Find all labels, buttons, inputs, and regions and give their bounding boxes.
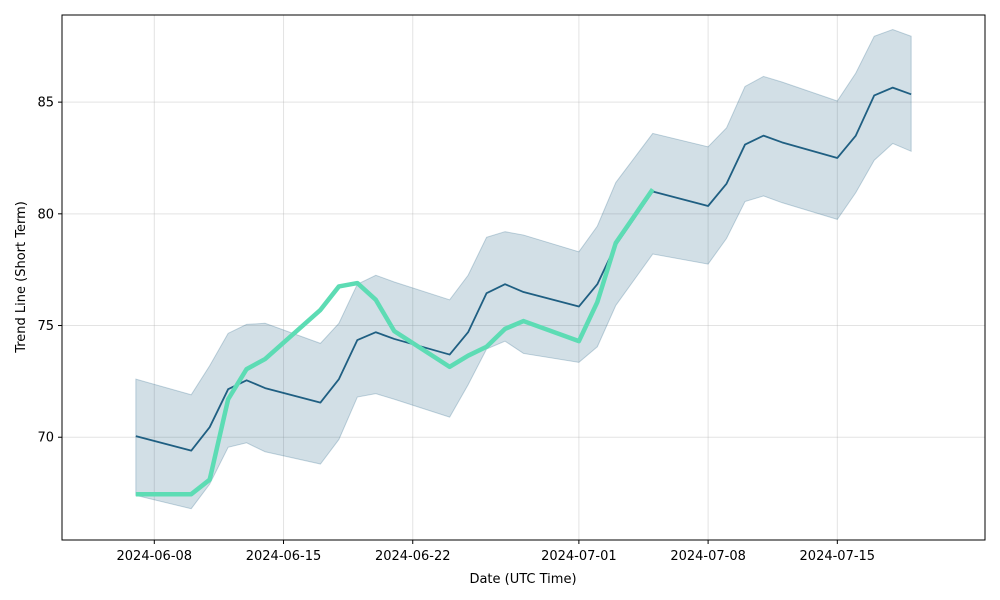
y-tick-label: 70 (37, 431, 54, 446)
x-tick-label: 2024-06-22 (375, 549, 451, 564)
price-line (135, 187, 655, 497)
series-lines (135, 86, 912, 497)
x-tick-label: 2024-07-15 (800, 549, 876, 564)
y-axis-label: Trend Line (Short Term) (14, 201, 29, 354)
y-tick-label: 85 (37, 96, 54, 111)
confidence-band (135, 28, 912, 510)
x-tick-label: 2024-06-08 (117, 549, 193, 564)
plot-area-frame (61, 14, 986, 541)
grid-lines (62, 15, 985, 540)
x-axis-ticks: 2024-06-08 2024-06-15 2024-06-22 2024-07-01… (117, 540, 876, 564)
x-tick-label: 2024-07-01 (541, 549, 617, 564)
trend-line (135, 86, 912, 452)
y-tick-label: 80 (37, 207, 54, 222)
y-axis-ticks: 70 75 80 85 (37, 96, 62, 446)
x-tick-label: 2024-06-15 (246, 549, 322, 564)
x-axis-label: Date (UTC Time) (469, 572, 576, 587)
y-tick-label: 75 (37, 319, 54, 334)
x-tick-label: 2024-07-08 (670, 549, 746, 564)
confidence-band-area (135, 28, 912, 510)
